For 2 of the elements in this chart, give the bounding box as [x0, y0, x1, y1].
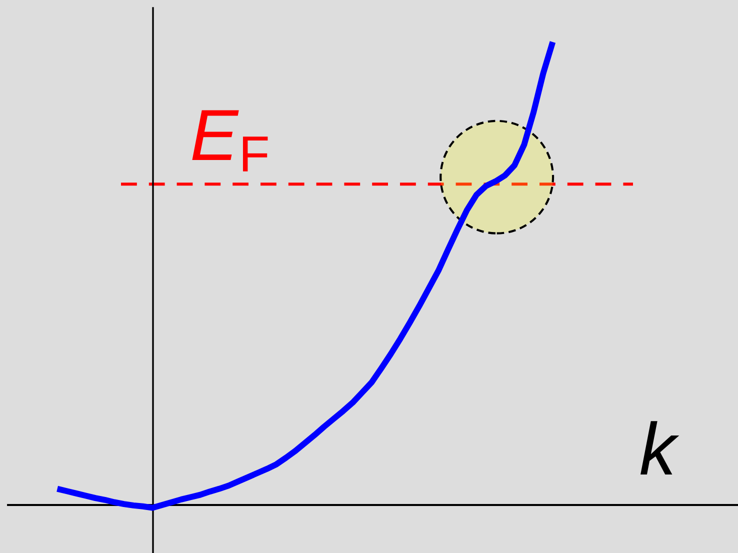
x-axis-title: k [640, 421, 680, 474]
ref-line-label: E$_{F}$ [192, 110, 268, 172]
